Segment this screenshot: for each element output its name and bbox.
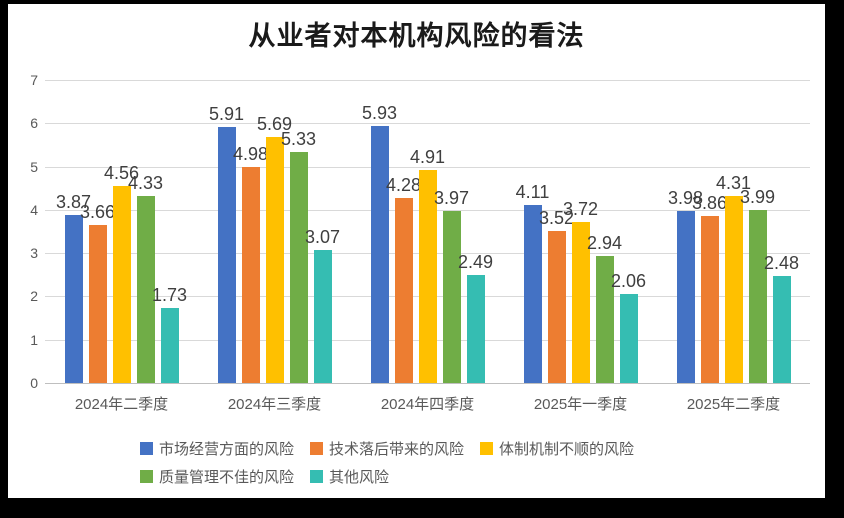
- bar-series-2-group-5: [700, 215, 719, 383]
- chart-panel: 从业者对本机构风险的看法 0 1 2 3 4 5 6 7 3.87 3.66 4.56 4.33 1.7…: [8, 4, 825, 498]
- gridline: [45, 123, 810, 125]
- y-axis-tick-label: 2: [30, 288, 38, 305]
- data-label: 3.07: [304, 227, 341, 248]
- bar-series-4-group-2: [289, 152, 308, 383]
- legend-item: 其他风险: [310, 466, 389, 487]
- legend-swatch-icon: [310, 470, 324, 483]
- data-label: 2.48: [763, 252, 800, 273]
- legend-label: 其他风险: [329, 469, 390, 486]
- x-axis-category-label: 2025年二季度: [686, 396, 781, 413]
- data-label: 4.31: [715, 173, 752, 194]
- x-axis-category-label: 2024年二季度: [74, 396, 169, 413]
- bar-series-5-group-4: [619, 293, 638, 383]
- bar-series-1-group-4: [523, 205, 542, 383]
- y-axis-tick-label: 6: [30, 115, 38, 132]
- legend-swatch-icon: [310, 442, 324, 455]
- y-axis-tick-label: 1: [30, 331, 38, 348]
- chart-title: 从业者对本机构风险的看法: [248, 21, 585, 51]
- legend-item: 市场经营方面的风险: [140, 438, 294, 459]
- chart-legend: 市场经营方面的风险 技术落后带来的风险 体制机制不顺的风险质量管理不佳的风险 其他风险: [140, 438, 634, 487]
- data-label: 4.56: [103, 162, 140, 183]
- legend-label: 质量管理不佳的风险: [159, 469, 295, 486]
- data-label: 2.94: [586, 232, 623, 253]
- y-axis-tick-label: 0: [30, 375, 38, 391]
- bar-series-1-group-1: [64, 215, 83, 383]
- bar-series-2-group-3: [394, 197, 413, 383]
- bar-series-4-group-3: [442, 211, 461, 383]
- data-label: 3.86: [691, 192, 728, 213]
- bar-series-5-group-2: [313, 250, 332, 383]
- gridline: [45, 80, 810, 81]
- legend-item: 质量管理不佳的风险: [140, 466, 294, 487]
- legend-swatch-icon: [140, 442, 153, 455]
- legend-label: 技术落后带来的风险: [329, 441, 465, 458]
- plot-area: 0 1 2 3 4 5 6 7 3.87 3.66 4.56 4.33 1.73 2024年二季度 5.91…: [8, 4, 825, 498]
- bar-series-3-group-4: [571, 221, 590, 383]
- data-label: 3.66: [79, 201, 116, 222]
- data-label: 3.98: [667, 187, 704, 208]
- data-label: 2.06: [610, 270, 647, 291]
- bar-series-4-group-1: [136, 195, 155, 383]
- data-label: 5.33: [280, 129, 317, 150]
- data-label: 4.28: [385, 174, 422, 195]
- gridline: [45, 166, 810, 168]
- x-axis-line: [45, 383, 810, 384]
- y-axis-tick-label: 3: [30, 245, 38, 262]
- legend-label: 市场经营方面的风险: [159, 441, 295, 458]
- bar-series-1-group-2: [217, 127, 236, 383]
- legend-row: 质量管理不佳的风险 其他风险: [140, 466, 634, 487]
- x-axis-category-label: 2024年四季度: [380, 396, 475, 413]
- bar-series-4-group-4: [595, 255, 614, 383]
- data-label: 4.91: [409, 147, 446, 168]
- legend-item: 技术落后带来的风险: [310, 438, 464, 459]
- data-label: 4.33: [127, 172, 164, 193]
- bar-series-3-group-2: [265, 136, 284, 383]
- y-axis-tick-label: 7: [30, 72, 38, 88]
- data-label: 3.72: [562, 198, 599, 219]
- bar-series-1-group-5: [676, 210, 695, 383]
- bar-series-2-group-1: [88, 224, 107, 383]
- legend-swatch-icon: [140, 470, 153, 483]
- legend-item: 体制机制不顺的风险: [480, 438, 634, 459]
- data-label: 4.98: [232, 144, 269, 165]
- bar-series-2-group-4: [547, 230, 566, 383]
- data-label: 2.49: [457, 252, 494, 273]
- y-axis-tick-label: 5: [30, 158, 38, 175]
- bar-series-4-group-5: [748, 210, 767, 383]
- data-label: 5.91: [208, 104, 245, 125]
- data-label: 3.99: [739, 187, 776, 208]
- bar-series-5-group-3: [466, 275, 485, 383]
- data-label: 3.52: [538, 207, 575, 228]
- data-label: 3.97: [433, 188, 470, 209]
- legend-label: 体制机制不顺的风险: [499, 441, 635, 458]
- data-label: 4.11: [515, 182, 550, 203]
- data-label: 3.87: [55, 192, 92, 213]
- data-label: 5.93: [361, 103, 398, 124]
- bar-series-3-group-3: [418, 170, 437, 383]
- legend-row: 市场经营方面的风险 技术落后带来的风险 体制机制不顺的风险: [140, 438, 634, 459]
- x-axis-category-label: 2025年一季度: [533, 396, 628, 413]
- bar-series-1-group-3: [370, 126, 389, 383]
- bar-series-2-group-2: [241, 167, 260, 383]
- y-axis-tick-label: 4: [30, 201, 38, 218]
- bar-series-5-group-5: [772, 275, 791, 383]
- legend-swatch-icon: [480, 442, 494, 455]
- bar-series-3-group-5: [724, 196, 743, 383]
- x-axis-category-label: 2024年三季度: [227, 396, 322, 413]
- bar-series-3-group-1: [112, 185, 131, 383]
- bar-series-5-group-1: [160, 308, 179, 383]
- data-label: 5.69: [256, 113, 293, 134]
- data-label: 1.73: [151, 285, 188, 306]
